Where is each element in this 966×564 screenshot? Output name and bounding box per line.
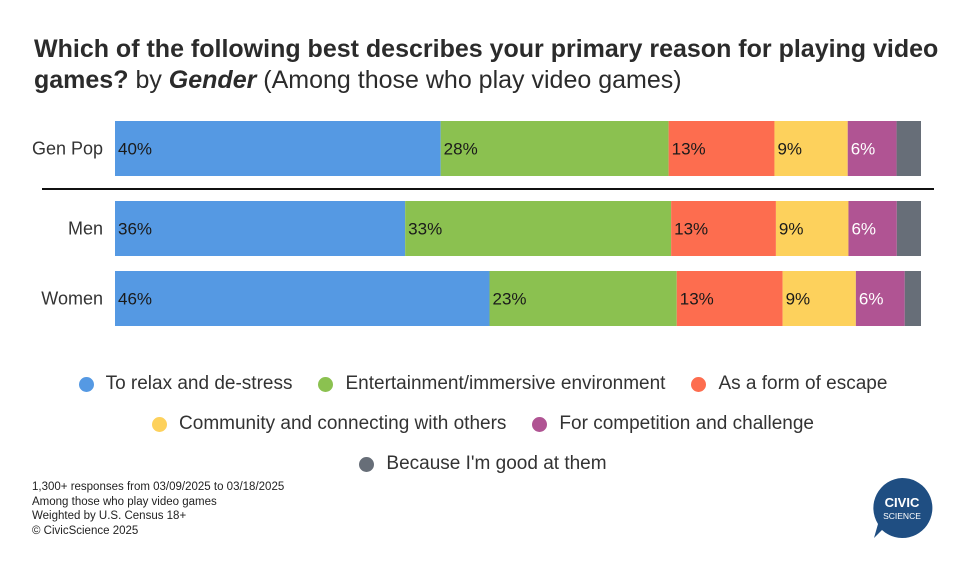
- footnote-line: Weighted by U.S. Census 18+: [32, 510, 187, 522]
- data-label: 46%: [118, 290, 152, 309]
- data-label: 6%: [859, 290, 884, 309]
- bar-segment: [896, 201, 921, 256]
- bar-segment: [668, 121, 775, 176]
- data-label: 9%: [779, 220, 804, 239]
- data-label: 9%: [786, 290, 811, 309]
- bar-segment: [847, 121, 897, 176]
- logo-text-civic: CIVIC: [885, 495, 920, 510]
- footnote-line: Among those who play video games: [32, 495, 217, 508]
- bar-segment: [896, 121, 921, 176]
- data-label: 13%: [674, 220, 708, 239]
- chart-title: Which of the following best describes yo…: [34, 34, 944, 96]
- data-label: 23%: [493, 290, 527, 309]
- legend-item: For competition and challenge: [532, 413, 814, 435]
- legend-label: Because I'm good at them: [386, 453, 607, 474]
- category-label: Men: [68, 219, 103, 239]
- logo-badge-icon: [873, 477, 933, 538]
- data-label: 33%: [408, 220, 442, 239]
- legend-item: As a form of escape: [691, 373, 887, 395]
- bar-segment: [774, 121, 848, 176]
- footnote: 1,300+ responses from 03/09/2025 to 03/1…: [32, 480, 284, 538]
- data-label: 6%: [851, 220, 876, 239]
- bar-segment: [848, 201, 897, 256]
- bar-segment: [775, 201, 849, 256]
- bar-segment: [115, 271, 490, 326]
- data-label: 9%: [777, 140, 802, 159]
- footnote-line: © CivicScience 2025: [32, 524, 139, 537]
- title-question: Which of the following best describes yo…: [34, 35, 939, 94]
- category-label: Women: [41, 289, 103, 309]
- bar-segment: [671, 201, 776, 256]
- legend-dot-icon: [152, 416, 168, 432]
- legend-row-1: To relax and de-stress Entertainment/imm…: [0, 364, 966, 404]
- legend-item: To relax and de-stress: [78, 373, 293, 395]
- bar-segment: [904, 271, 921, 326]
- legend-label: Entertainment/immersive environment: [345, 373, 666, 394]
- legend-item: Community and connecting with others: [152, 413, 506, 435]
- bar-segment: [115, 201, 406, 256]
- legend-row-2: Community and connecting with others For…: [0, 404, 966, 444]
- logo-text-science: SCIENCE: [883, 511, 921, 521]
- civicscience-logo: CIVIC SCIENCE: [873, 477, 933, 538]
- legend-label: For competition and challenge: [559, 413, 814, 434]
- legend-dot-icon: [691, 376, 707, 392]
- legend-label: As a form of escape: [718, 373, 888, 394]
- stacked-bar-chart: Gen Pop 40% 28% 13% 9% 6% Men 36% 33% 13% 9% 6% Wome…: [32, 121, 934, 326]
- legend-label: To relax and de-stress: [105, 373, 293, 394]
- data-label: 13%: [672, 140, 706, 159]
- data-label: 28%: [444, 140, 478, 159]
- bar-segment: [115, 121, 441, 176]
- legend-label: Community and connecting with others: [179, 413, 507, 434]
- bar-segment: [782, 271, 856, 326]
- bar-segment: [405, 201, 672, 256]
- legend-item: Entertainment/immersive environment: [318, 373, 665, 395]
- bar-segment: [855, 271, 905, 326]
- bar-segment: [440, 121, 669, 176]
- legend-dot-icon: [359, 456, 375, 472]
- bar-segment: [676, 271, 783, 326]
- title-note: (Among those who play video games): [263, 66, 682, 94]
- title-group: Gender: [168, 66, 257, 94]
- data-label: 13%: [680, 290, 714, 309]
- title-by: by: [135, 66, 162, 94]
- data-label: 40%: [118, 140, 152, 159]
- data-label: 36%: [118, 220, 152, 239]
- data-label: 6%: [851, 140, 876, 159]
- legend-row-3: Because I'm good at them: [0, 444, 966, 484]
- footnote-line: 1,300+ responses from 03/09/2025 to 03/1…: [32, 481, 285, 493]
- bar-segment: [489, 271, 677, 326]
- legend: To relax and de-stress Entertainment/imm…: [0, 364, 966, 484]
- legend-dot-icon: [78, 376, 94, 392]
- category-label: Gen Pop: [32, 139, 103, 159]
- legend-dot-icon: [532, 416, 548, 432]
- legend-dot-icon: [318, 376, 334, 392]
- legend-item: Because I'm good at them: [359, 453, 607, 475]
